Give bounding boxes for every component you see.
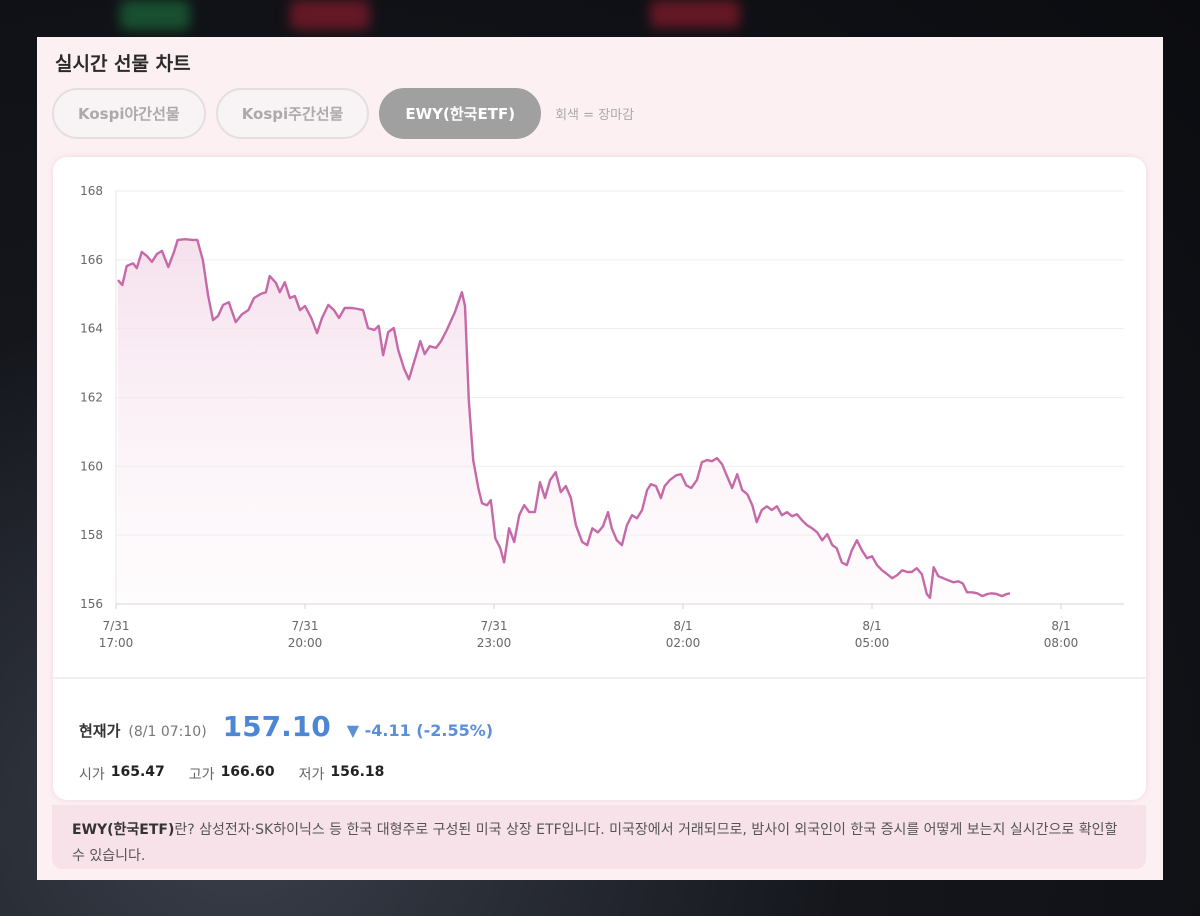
y-tick-label: 158: [80, 528, 103, 542]
stat-value: 165.47: [110, 764, 165, 780]
x-tick-date: 7/31: [292, 619, 319, 633]
x-tick-label: 02:00: [666, 636, 701, 650]
x-tick-date: 8/1: [862, 619, 881, 633]
y-tick-label: 156: [80, 597, 103, 611]
panel-title: 실시간 선물 차트: [55, 53, 191, 75]
price-line: [117, 238, 1011, 599]
stat-value: 166.60: [220, 764, 275, 780]
stats-row: 시가 165.47 고가 166.60 저가 156.18: [79, 764, 402, 784]
x-tick-date: 8/1: [673, 619, 692, 633]
y-tick-label: 166: [80, 253, 103, 267]
tab-button[interactable]: Kospi주간선물: [215, 88, 370, 139]
tab-button[interactable]: Kospi야간선물: [52, 88, 206, 139]
divider: [53, 677, 1146, 679]
x-tick-label: 17:00: [99, 636, 134, 650]
x-tick-label: 23:00: [477, 636, 512, 650]
panel: 실시간 선물 차트 Kospi야간선물 Kospi주간선물 EWY(한국ETF) 회색…: [37, 37, 1163, 880]
y-tick-label: 168: [80, 184, 103, 198]
stat-label: 고가: [188, 767, 215, 783]
tab-bar: Kospi야간선물 Kospi주간선물 EWY(한국ETF) 회색 = 장마감: [52, 88, 634, 139]
chart: 156 158 160 162 164 166 168 7/31 17:00 7/31 20:00 7…: [80, 184, 1124, 650]
legend-note: 회색 = 장마감: [555, 108, 635, 123]
quote-time: (8/1 07:10): [128, 724, 207, 740]
y-tick-label: 164: [80, 322, 103, 336]
x-tick-label: 05:00: [855, 636, 890, 650]
quote-price: 157.10: [222, 710, 331, 743]
chart-card: 156 158 160 162 164 166 168 7/31 17:00 7/31 20:00 7…: [53, 157, 1146, 800]
stat-label: 저가: [298, 767, 325, 783]
x-tick-date: 8/1: [1051, 619, 1070, 633]
x-tick-date: 7/31: [481, 619, 508, 633]
background-light: [650, 0, 740, 28]
x-tick-label: 20:00: [288, 636, 323, 650]
y-tick-label: 162: [80, 391, 103, 405]
quote-label: 현재가: [79, 722, 121, 740]
description-term: EWY(한국ETF): [72, 822, 175, 838]
description-text: 란? 삼성전자·SK하이닉스 등 한국 대형주로 구성된 미국 상장 ETF입니…: [72, 822, 1118, 864]
area: [117, 239, 1010, 604]
stat-value: 156.18: [330, 764, 385, 780]
y-tick-label: 160: [80, 459, 103, 473]
tab-button[interactable]: EWY(한국ETF): [379, 88, 542, 139]
x-tick-label: 08:00: [1044, 636, 1079, 650]
stat-label: 시가: [79, 767, 105, 783]
background-light: [290, 0, 370, 30]
x-tick-date: 7/31: [103, 619, 130, 633]
quote-row: 현재가 (8/1 07:10) 157.10 ▼ -4.11 (-2.55%): [79, 710, 493, 743]
description: EWY(한국ETF)란? 삼성전자·SK하이닉스 등 한국 대형주로 구성된 미…: [52, 805, 1146, 869]
quote-change: ▼ -4.11 (-2.55%): [346, 721, 494, 740]
background-light: [120, 0, 190, 30]
